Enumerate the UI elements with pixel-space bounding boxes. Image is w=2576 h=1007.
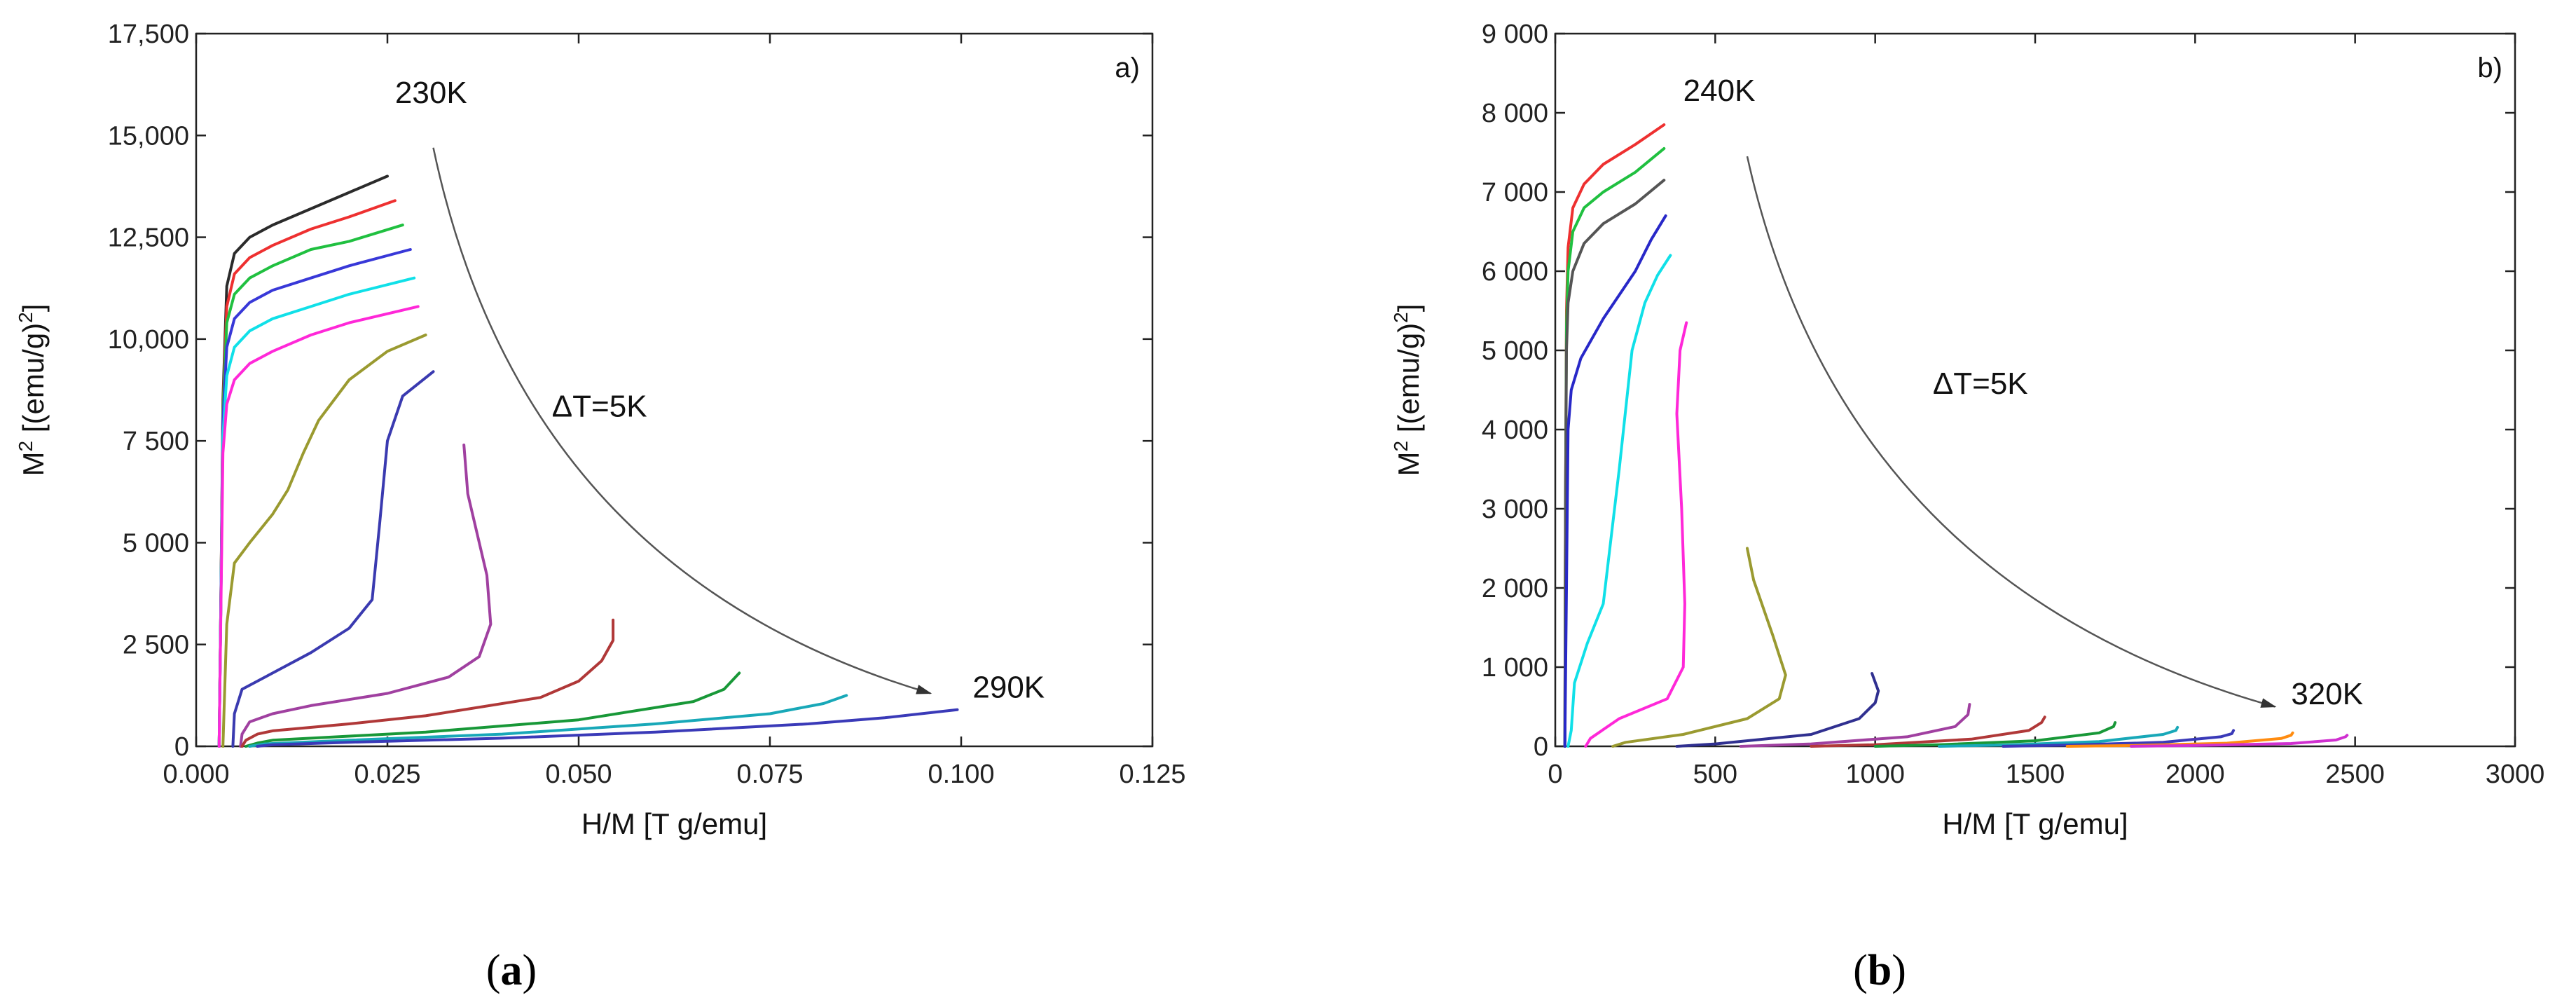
series-265K bbox=[1584, 321, 1688, 748]
series-300K bbox=[2002, 729, 2236, 748]
panel-corner-label: a) bbox=[1115, 53, 1140, 83]
series-260K bbox=[1566, 254, 1672, 748]
series-265K bbox=[231, 370, 435, 748]
y-axis-label: M2 [(emu/g)2] bbox=[15, 304, 50, 477]
series-290K bbox=[1873, 721, 2117, 748]
x-tick-label: 1000 bbox=[1845, 760, 1905, 789]
delta-t-label: ΔT=5K bbox=[552, 389, 647, 423]
x-tick-label: 3000 bbox=[2486, 760, 2545, 789]
y-tick-label: 0 bbox=[1534, 732, 1548, 762]
series-245K bbox=[1563, 146, 1666, 748]
panel-caption: (a) bbox=[486, 947, 537, 994]
y-tick-label: 5 000 bbox=[1482, 336, 1548, 366]
x-tick-label: 0 bbox=[1548, 760, 1562, 789]
y-tick-label: 0 bbox=[174, 732, 189, 762]
x-tick-label: 2500 bbox=[2325, 760, 2385, 789]
y-tick-label: 4 000 bbox=[1482, 416, 1548, 445]
y-tick-label: 7 000 bbox=[1482, 178, 1548, 207]
y-tick-label: 15,000 bbox=[108, 121, 189, 151]
x-axis-label: H/M [T g/emu] bbox=[581, 807, 767, 840]
y-tick-label: 1 000 bbox=[1482, 653, 1548, 683]
y-tick-label: 2 500 bbox=[123, 631, 189, 660]
series-275K bbox=[240, 618, 615, 748]
x-tick-label: 0.000 bbox=[163, 760, 229, 789]
series-270K bbox=[239, 444, 493, 748]
y-tick-label: 9 000 bbox=[1482, 20, 1548, 49]
series-255K bbox=[1563, 214, 1667, 748]
panel-corner-label: b) bbox=[2477, 53, 2502, 83]
plot-frame bbox=[195, 32, 1154, 748]
y-tick-label: 2 000 bbox=[1482, 574, 1548, 603]
series-285K bbox=[1810, 715, 2046, 748]
delta-t-label: ΔT=5K bbox=[1933, 367, 2028, 401]
series-250K bbox=[1563, 179, 1666, 748]
x-tick-label: 500 bbox=[1693, 760, 1737, 789]
x-tick-label: 0.100 bbox=[928, 760, 994, 789]
y-tick-label: 3 000 bbox=[1482, 495, 1548, 524]
x-tick-label: 0.025 bbox=[354, 760, 420, 789]
panel-b: 0 500 1000 1500 2000 2500 3000 0 1 000 2 000 3 000… bbox=[1390, 20, 2544, 994]
series-240K bbox=[217, 224, 404, 748]
series-260K bbox=[221, 334, 427, 748]
y-tick-label: 17,500 bbox=[108, 20, 189, 49]
y-axis-label: M2 [(emu/g)2] bbox=[1390, 304, 1425, 477]
series-280K bbox=[1739, 703, 1971, 748]
y-tick-label: 6 000 bbox=[1482, 257, 1548, 287]
series-295K bbox=[1938, 725, 2179, 748]
x-tick-label: 2000 bbox=[2165, 760, 2225, 789]
temperature-arrow bbox=[1746, 156, 2277, 708]
series-305K bbox=[2065, 731, 2294, 748]
y-tick-label: 5 000 bbox=[123, 528, 189, 558]
x-tick-label: 0.125 bbox=[1119, 760, 1185, 789]
y-tick-label: 10,000 bbox=[108, 325, 189, 355]
panel-a: 0.000 0.025 0.050 0.075 0.100 0.125 0 2 500 5 00… bbox=[15, 20, 1186, 994]
y-tick-label: 8 000 bbox=[1482, 99, 1548, 128]
end-temperature-label: 320K bbox=[2291, 677, 2363, 711]
x-tick-label: 0.075 bbox=[736, 760, 803, 789]
series-255K bbox=[217, 305, 420, 748]
series-270K bbox=[1611, 547, 1787, 748]
plot-frame bbox=[1554, 32, 2516, 748]
panel-caption: (b) bbox=[1853, 947, 1906, 994]
y-tick-label: 7 500 bbox=[123, 427, 189, 456]
series-250K bbox=[217, 276, 416, 748]
y-tick-label: 12,500 bbox=[108, 224, 189, 253]
x-tick-label: 1500 bbox=[2006, 760, 2065, 789]
series-310K bbox=[2130, 734, 2349, 748]
end-temperature-label: 290K bbox=[972, 670, 1045, 704]
start-temperature-label: 240K bbox=[1683, 74, 1756, 108]
x-tick-label: 0.050 bbox=[545, 760, 612, 789]
series-275K bbox=[1675, 672, 1880, 748]
temperature-arrow bbox=[432, 147, 932, 694]
series-290K bbox=[256, 708, 959, 748]
series-280K bbox=[244, 671, 741, 748]
x-axis-label: H/M [T g/emu] bbox=[1942, 807, 2128, 840]
start-temperature-label: 230K bbox=[395, 76, 467, 110]
